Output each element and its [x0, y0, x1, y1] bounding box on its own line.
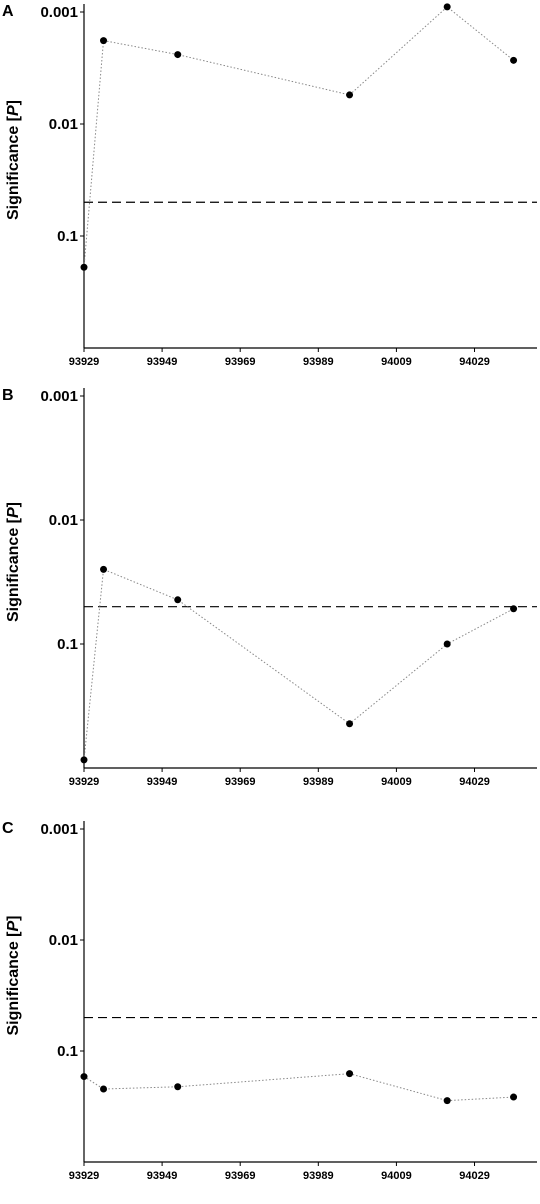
y-axis-label-part: P — [5, 105, 22, 116]
data-point — [510, 56, 518, 64]
panel-label: A — [2, 3, 14, 20]
y-axis-label-part: Significance [ — [5, 115, 22, 220]
y-tick-label: 0.01 — [49, 932, 78, 949]
x-tick-label: 93989 — [303, 776, 334, 788]
data-point — [510, 1093, 518, 1101]
data-point — [174, 596, 182, 604]
y-axis-label-part: Significance [ — [5, 517, 22, 622]
y-axis-label: Significance [P] — [5, 100, 22, 220]
x-tick-label: 93949 — [147, 776, 178, 788]
y-axis-label-part: ] — [5, 915, 22, 920]
data-point — [443, 640, 451, 648]
x-tick-label: 94029 — [459, 776, 490, 788]
x-tick-label: 93989 — [303, 1170, 334, 1182]
x-tick-label: 93929 — [69, 356, 100, 368]
data-point — [100, 1085, 108, 1093]
x-tick-label: 94009 — [381, 356, 412, 368]
data-point — [174, 51, 182, 59]
data-point — [346, 1070, 354, 1078]
y-tick-label: 0.01 — [49, 116, 78, 133]
panel-label: B — [2, 387, 14, 404]
data-point — [443, 3, 451, 11]
y-axis-label-part: ] — [5, 502, 22, 507]
y-tick-label: 0.1 — [57, 228, 78, 245]
data-point — [346, 91, 354, 99]
x-tick-label: 93949 — [147, 1170, 178, 1182]
y-tick-label: 0.001 — [40, 4, 78, 21]
y-tick-label: 0.001 — [40, 388, 78, 405]
x-tick-label: 94029 — [459, 356, 490, 368]
data-point — [510, 605, 518, 613]
y-axis-label: Significance [P] — [5, 502, 22, 622]
data-point — [100, 565, 108, 573]
data-point — [174, 1083, 182, 1091]
data-point — [80, 263, 88, 271]
y-tick-label: 0.001 — [40, 821, 78, 838]
y-axis-label-part: ] — [5, 100, 22, 105]
x-tick-label: 93929 — [69, 776, 100, 788]
y-axis-label-part: Significance [ — [5, 931, 22, 1036]
y-tick-label: 0.1 — [57, 636, 78, 653]
x-tick-label: 93989 — [303, 356, 334, 368]
y-tick-label: 0.01 — [49, 512, 78, 529]
data-line — [83, 1073, 514, 1102]
y-axis-label: Significance [P] — [5, 915, 22, 1035]
data-line — [83, 6, 514, 268]
data-point — [346, 720, 354, 728]
x-tick-label: 93969 — [225, 1170, 256, 1182]
y-axis-label-part: P — [5, 920, 22, 931]
panel-label: C — [2, 820, 14, 837]
x-tick-label: 93969 — [225, 356, 256, 368]
x-tick-label: 93929 — [69, 1170, 100, 1182]
data-point — [80, 756, 88, 764]
x-tick-label: 94009 — [381, 1170, 412, 1182]
data-line — [83, 568, 514, 760]
x-tick-label: 93949 — [147, 356, 178, 368]
x-tick-label: 94009 — [381, 776, 412, 788]
x-tick-label: 93969 — [225, 776, 256, 788]
y-tick-label: 0.1 — [57, 1043, 78, 1060]
data-point — [443, 1097, 451, 1105]
x-tick-label: 94029 — [459, 1170, 490, 1182]
y-axis-label-part: P — [5, 507, 22, 518]
data-point — [80, 1073, 88, 1081]
data-point — [100, 37, 108, 45]
